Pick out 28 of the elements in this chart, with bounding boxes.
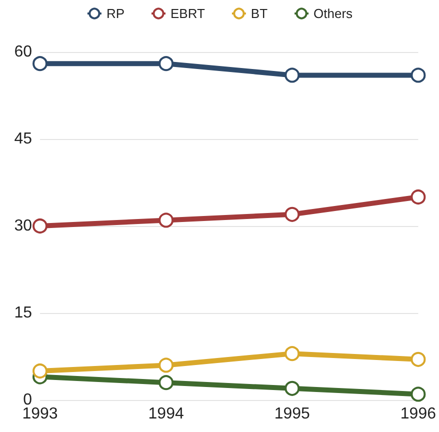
legend-label: RP [106, 6, 125, 21]
point [284, 68, 300, 83]
point [410, 386, 426, 402]
point [32, 56, 48, 72]
x-tick-label: 1993 [22, 406, 58, 422]
point [410, 190, 426, 204]
point [158, 375, 174, 390]
point [32, 364, 48, 378]
y-tick-label: 60 [14, 44, 32, 60]
y-tick-label: 45 [14, 130, 32, 148]
point [158, 358, 174, 373]
x-tick-label: 1994 [148, 406, 184, 422]
legend-label: BT [250, 6, 268, 21]
point [32, 218, 48, 234]
y-tick-label: 15 [14, 304, 32, 322]
x-tick-label: 1996 [400, 406, 436, 422]
point [284, 346, 300, 362]
point [158, 56, 174, 72]
point [158, 212, 174, 228]
y-tick-label: 30 [14, 218, 32, 234]
legend-label: Others [314, 6, 354, 21]
x-tick-label: 1995 [274, 406, 310, 422]
point [284, 206, 300, 222]
point [410, 68, 426, 83]
point [284, 380, 300, 396]
point [410, 352, 426, 367]
y-tick-label: 0 [23, 392, 32, 408]
legend-label: EBRT [170, 6, 205, 21]
